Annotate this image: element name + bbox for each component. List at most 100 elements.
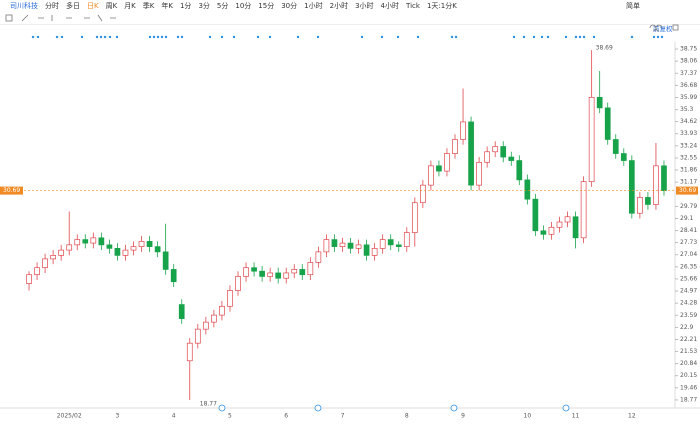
restore-button[interactable]: 前复权 bbox=[653, 24, 673, 33]
event-dot bbox=[540, 35, 544, 39]
event-dot bbox=[256, 35, 260, 39]
event-dot bbox=[152, 35, 156, 39]
y-tick-label: 29.79 bbox=[680, 203, 697, 210]
candle-body bbox=[98, 237, 105, 246]
x-tick-label: 12 bbox=[628, 413, 636, 420]
drawing-tools bbox=[0, 12, 700, 25]
y-tick-label: 26.35 bbox=[680, 263, 697, 270]
event-dot bbox=[160, 35, 164, 39]
period-tab[interactable]: 1小时 bbox=[304, 2, 323, 10]
event-dot bbox=[31, 35, 35, 39]
period-tab[interactable]: 5分 bbox=[216, 2, 229, 10]
candle-body bbox=[411, 202, 418, 233]
period-tab[interactable]: 3分 bbox=[198, 2, 210, 10]
x-tick-label: 9 bbox=[461, 413, 465, 420]
period-tab[interactable]: 分时 bbox=[45, 2, 59, 10]
x-tick-label: 11 bbox=[572, 413, 580, 420]
event-dot bbox=[512, 35, 516, 39]
period-tab[interactable]: 4小时 bbox=[380, 2, 400, 10]
event-dot bbox=[660, 35, 664, 39]
period-tab[interactable]: Tick bbox=[406, 2, 420, 10]
candle-body bbox=[637, 197, 643, 214]
event-dot bbox=[36, 35, 40, 39]
event-icon bbox=[562, 404, 570, 412]
candle-body bbox=[620, 153, 627, 161]
event-dot bbox=[220, 35, 224, 39]
y-tick-label: 29.1 bbox=[680, 215, 694, 222]
period-tab[interactable]: 日K bbox=[87, 2, 99, 10]
candle-body bbox=[452, 139, 458, 154]
candle-body bbox=[468, 121, 474, 186]
period-tab[interactable]: 30分 bbox=[281, 2, 298, 10]
candle-body bbox=[371, 248, 378, 256]
event-dot bbox=[176, 35, 180, 39]
candle-body bbox=[243, 267, 249, 277]
period-tab[interactable]: 1天:1分K bbox=[426, 2, 457, 10]
candle-body bbox=[58, 249, 65, 256]
event-dot bbox=[522, 35, 526, 39]
candle-body bbox=[299, 269, 306, 276]
period-tab[interactable]: 10分 bbox=[235, 2, 252, 10]
candle-body bbox=[548, 226, 555, 235]
period-tab[interactable]: 15分 bbox=[258, 2, 275, 10]
event-dot bbox=[95, 35, 99, 39]
candle-body bbox=[612, 139, 619, 154]
candle-body bbox=[130, 246, 137, 251]
candle-body bbox=[436, 165, 442, 172]
candle-body bbox=[219, 305, 225, 316]
event-dot bbox=[232, 35, 236, 39]
y-tick-label: 37.37 bbox=[680, 70, 697, 77]
period-tab[interactable]: 年K bbox=[161, 2, 173, 10]
event-dot bbox=[108, 35, 112, 39]
event-dot bbox=[268, 35, 272, 39]
candle-body bbox=[34, 267, 40, 276]
y-tick-label: 23.59 bbox=[680, 312, 697, 319]
y-tick-label: 38.06 bbox=[680, 58, 697, 65]
candle-body bbox=[235, 276, 241, 291]
y-tick-label: 19.46 bbox=[680, 384, 697, 391]
event-dot bbox=[296, 35, 300, 39]
event-dot bbox=[652, 35, 656, 39]
x-tick-label: 2025/02 bbox=[57, 413, 82, 420]
event-dot bbox=[148, 35, 152, 39]
candle-body bbox=[444, 153, 450, 172]
candle-body bbox=[50, 255, 56, 260]
candle-body bbox=[572, 216, 579, 239]
y-tick-label: 31.86 bbox=[680, 167, 697, 174]
event-dot bbox=[360, 35, 364, 39]
y-tick-label: 18.77 bbox=[680, 396, 697, 403]
x-tick-label: 4 bbox=[172, 413, 176, 420]
y-tick-label: 28.41 bbox=[680, 227, 697, 234]
last-price-label: 30.69 bbox=[679, 187, 696, 194]
y-tick-label: 24.28 bbox=[680, 300, 697, 307]
candle-body bbox=[154, 246, 161, 253]
candle-body bbox=[42, 258, 48, 269]
period-tab[interactable]: 1分 bbox=[179, 2, 192, 10]
period-tab[interactable]: 周K bbox=[105, 2, 118, 10]
candle-body bbox=[564, 216, 571, 223]
event-dot bbox=[454, 35, 458, 39]
event-dot bbox=[180, 35, 184, 39]
period-tab[interactable]: 月K bbox=[124, 2, 136, 10]
candle-body bbox=[331, 239, 338, 247]
x-tick-label: 8 bbox=[405, 413, 409, 420]
period-tab[interactable]: 2小时 bbox=[329, 2, 349, 10]
period-tab[interactable]: 季K bbox=[142, 2, 155, 10]
y-tick-label: 31.17 bbox=[680, 179, 697, 186]
period-tab[interactable]: 多日 bbox=[66, 2, 80, 10]
candle-body bbox=[363, 244, 370, 256]
period-tab[interactable]: 3小时 bbox=[355, 2, 374, 10]
candle-body bbox=[146, 240, 153, 247]
candle-body bbox=[661, 165, 667, 191]
adjust-menu[interactable]: 简单 bbox=[626, 2, 640, 10]
low-label: 18.77 bbox=[200, 400, 217, 407]
y-tick-label: 38.75 bbox=[680, 46, 697, 53]
candle-body bbox=[227, 290, 233, 307]
event-dot bbox=[208, 35, 212, 39]
candle-body bbox=[428, 165, 434, 186]
candle-body bbox=[323, 239, 330, 253]
candle-body bbox=[484, 151, 491, 163]
event-dot bbox=[630, 35, 634, 39]
